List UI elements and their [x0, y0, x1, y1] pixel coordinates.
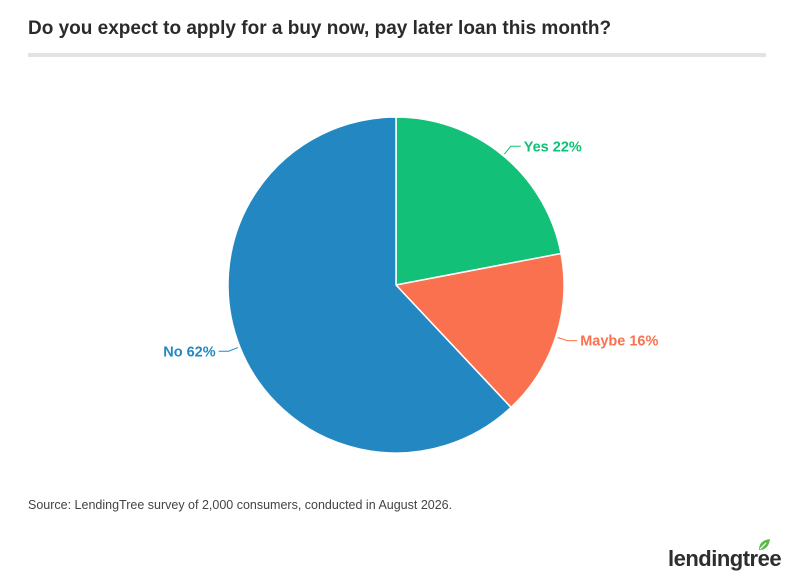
title-divider — [28, 53, 766, 57]
pie-slice-maybe — [394, 252, 565, 409]
slice-labels: Yes 22% Maybe 16% No 62% — [163, 139, 658, 360]
chart-title: Do you expect to apply for a buy now, pa… — [28, 18, 612, 39]
pie-slices — [227, 116, 565, 454]
slice-label-no: No 62% — [163, 344, 215, 360]
brand-logo: lendingtree — [668, 539, 782, 571]
leader-line-yes — [503, 145, 521, 155]
pie-slice-yes — [395, 116, 562, 286]
logo-wordmark: lendingtree — [668, 546, 782, 571]
leaf-icon — [759, 539, 770, 550]
leader-line-no — [218, 347, 239, 352]
leader-lines — [218, 145, 578, 352]
slice-label-maybe: Maybe 16% — [580, 334, 658, 350]
slice-label-yes: Yes 22% — [524, 139, 582, 155]
source-note: Source: LendingTree survey of 2,000 cons… — [28, 498, 453, 512]
leader-line-maybe — [557, 337, 578, 342]
pie-slice-no — [227, 116, 513, 454]
